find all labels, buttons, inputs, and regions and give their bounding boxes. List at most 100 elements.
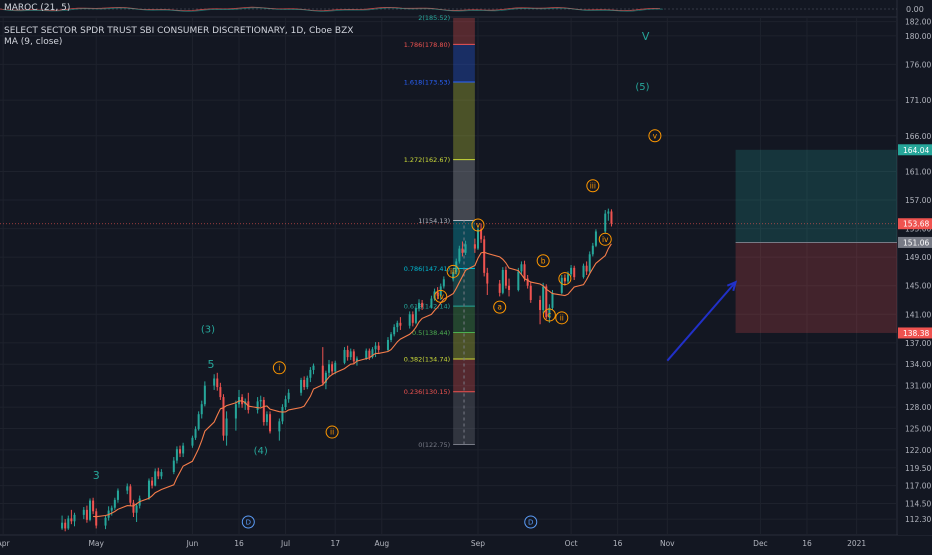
oscillator-line-2 <box>2 7 664 12</box>
candle-body <box>368 350 371 358</box>
candle-body <box>182 445 185 454</box>
candle <box>113 497 116 510</box>
time-tick-label: 2021 <box>847 539 866 548</box>
candle <box>430 295 433 309</box>
fib-level-label: 1.786(178.80) <box>404 41 450 49</box>
candle-body <box>321 365 324 383</box>
oscillator-axis-bg <box>898 3 932 15</box>
wave-label: iii <box>450 267 456 276</box>
wave-label: V <box>642 30 650 43</box>
candle <box>104 515 107 530</box>
candle-body <box>175 449 178 461</box>
candle <box>191 435 194 448</box>
wave-label: 5 <box>208 358 215 371</box>
candle-body <box>610 211 613 224</box>
candle-body <box>147 480 150 499</box>
candle-body <box>200 404 203 415</box>
candle <box>461 241 464 257</box>
fib-level-label: 0.618(142.14) <box>404 303 450 311</box>
candle <box>194 426 197 440</box>
candle <box>352 349 355 365</box>
candle <box>278 418 281 441</box>
oscillator-line-1 <box>0 6 661 12</box>
fib-level-label: 1.618(173.53) <box>404 79 450 87</box>
candle <box>309 367 312 383</box>
candle <box>346 345 349 361</box>
candle <box>476 225 479 251</box>
candle-body <box>386 339 389 350</box>
candle-body <box>67 518 70 529</box>
candle-body <box>421 302 424 308</box>
time-tick-label: Jun <box>186 539 199 548</box>
candle <box>262 397 265 426</box>
candle-body <box>548 307 551 318</box>
wave-label: b <box>541 256 546 265</box>
time-tick-label: Aug <box>374 539 389 548</box>
wave-label-circle <box>542 308 556 322</box>
candle <box>570 265 573 277</box>
candle <box>281 404 284 425</box>
price-axis-bg <box>898 18 932 535</box>
candle <box>92 497 95 515</box>
candle <box>287 389 290 403</box>
wave-label: 3 <box>93 469 100 482</box>
candle-body <box>197 414 200 430</box>
candle-body <box>542 286 545 310</box>
candle <box>483 235 486 277</box>
candle <box>411 311 414 327</box>
candle-body <box>281 407 284 422</box>
time-tick-label: Oct <box>565 539 578 548</box>
time-tick-label: Dec <box>753 539 768 548</box>
candle <box>343 347 346 365</box>
candle <box>393 324 396 337</box>
candle <box>154 468 157 487</box>
candle <box>129 484 132 506</box>
candle-body <box>430 298 433 308</box>
candle-body <box>414 308 417 323</box>
price-tick-label: 157.00 <box>905 196 931 205</box>
wave-label-circle <box>598 232 612 246</box>
candle-body <box>343 349 346 363</box>
candle-body <box>408 314 411 326</box>
candle-body <box>439 286 442 296</box>
wave-label: v <box>476 221 481 230</box>
candle-body <box>85 509 88 520</box>
candle <box>548 304 551 323</box>
candle-body <box>262 399 265 423</box>
candle-body <box>309 369 312 378</box>
candle-body <box>324 372 327 383</box>
price-tick-label: 134.00 <box>905 360 931 369</box>
candle <box>439 283 442 300</box>
candle-body <box>523 264 526 279</box>
candle-body <box>396 322 399 328</box>
price-tick-label: 137.00 <box>905 339 931 348</box>
candle <box>312 363 315 375</box>
time-tick-label: Apr <box>0 539 11 548</box>
candle <box>203 381 206 407</box>
candle <box>197 411 200 431</box>
candle-body <box>135 505 138 513</box>
time-tick-label: 16 <box>613 539 623 548</box>
candle-body <box>486 272 489 284</box>
candle-body <box>517 271 520 290</box>
candle-body <box>157 471 160 477</box>
candle <box>225 411 228 446</box>
wave-label: iv <box>602 235 609 244</box>
candle <box>377 342 380 353</box>
candle <box>70 509 73 525</box>
candle-body <box>234 404 237 419</box>
candle <box>213 374 216 390</box>
wave-label: (4) <box>254 446 268 457</box>
candle <box>306 375 309 390</box>
fib-level-label: 1.272(162.67) <box>404 156 450 164</box>
candle <box>95 508 98 529</box>
candle <box>256 397 259 414</box>
candle <box>414 306 417 325</box>
candle <box>582 263 585 279</box>
fib-level-label: 0.786(147.41) <box>404 265 450 273</box>
candle-body <box>566 274 570 282</box>
candle <box>216 372 219 391</box>
price-tick-label: 114.50 <box>905 499 931 508</box>
